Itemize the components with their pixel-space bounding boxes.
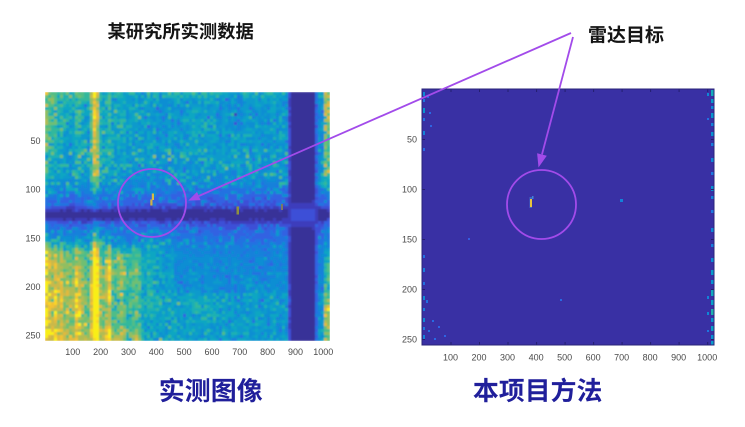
svg-text:200: 200 <box>25 282 40 292</box>
svg-text:100: 100 <box>443 353 458 363</box>
svg-text:100: 100 <box>25 185 40 195</box>
svg-text:600: 600 <box>586 353 601 363</box>
svg-text:800: 800 <box>643 353 658 363</box>
svg-text:100: 100 <box>402 184 417 194</box>
svg-text:100: 100 <box>65 347 80 357</box>
svg-text:300: 300 <box>121 347 136 357</box>
svg-text:250: 250 <box>402 334 417 344</box>
svg-text:600: 600 <box>204 347 219 357</box>
svg-text:1000: 1000 <box>313 347 333 357</box>
svg-text:50: 50 <box>30 136 40 146</box>
svg-text:400: 400 <box>149 347 164 357</box>
svg-text:50: 50 <box>407 134 417 144</box>
svg-text:150: 150 <box>402 234 417 244</box>
svg-text:900: 900 <box>288 347 303 357</box>
svg-text:500: 500 <box>177 347 192 357</box>
svg-text:800: 800 <box>260 347 275 357</box>
svg-text:200: 200 <box>471 353 486 363</box>
svg-text:200: 200 <box>402 284 417 294</box>
svg-text:150: 150 <box>25 233 40 243</box>
svg-text:900: 900 <box>671 353 686 363</box>
svg-text:250: 250 <box>25 331 40 341</box>
svg-text:500: 500 <box>557 353 572 363</box>
svg-text:700: 700 <box>614 353 629 363</box>
svg-text:300: 300 <box>500 353 515 363</box>
svg-text:400: 400 <box>529 353 544 363</box>
svg-text:1000: 1000 <box>697 353 717 363</box>
svg-text:200: 200 <box>93 347 108 357</box>
svg-text:700: 700 <box>232 347 247 357</box>
